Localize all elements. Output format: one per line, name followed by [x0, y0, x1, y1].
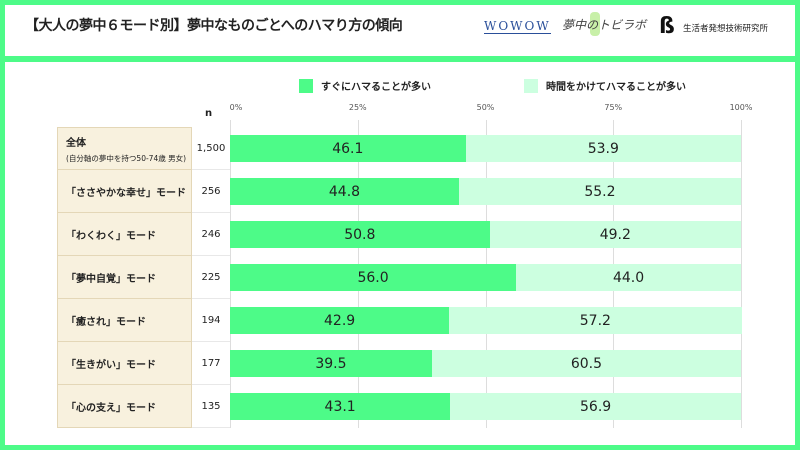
chart-row: 「わくわく」モード 246 50.8 49.2 [57, 213, 742, 256]
bar-quick: 50.8 [230, 221, 490, 248]
bar-value-label: 53.9 [587, 140, 619, 157]
legend-label: すぐにハマることが多い [321, 82, 431, 93]
bar-quick: 42.9 [230, 307, 450, 334]
bar-quick: 43.1 [230, 393, 451, 420]
tick-label: 75% [604, 103, 623, 112]
bar-value-label: 60.5 [570, 355, 602, 372]
tick-label: 25% [348, 103, 367, 112]
n-header: n [205, 108, 213, 119]
chart-row: 「ささやかな幸せ」モード 256 44.8 55.2 [57, 170, 742, 213]
bar-quick: 56.0 [230, 264, 517, 291]
category-name: 「癒され」モード [66, 316, 146, 328]
bar-value-label: 44.0 [612, 269, 645, 286]
bar-slow: 56.9 [450, 393, 741, 420]
bar-value-label: 57.2 [579, 312, 611, 329]
chart-row: 「生きがい」モード 177 39.5 60.5 [57, 342, 742, 385]
category-name: 「生きがい」モード [66, 359, 156, 371]
category-label: 「夢中自覚」モード [57, 256, 192, 299]
bar-value-label: 44.8 [328, 183, 361, 200]
category-label: 「ささやかな幸せ」モード [57, 170, 192, 213]
bar-value-label: 50.8 [344, 226, 376, 243]
bar-slow: 55.2 [458, 178, 741, 205]
bar-slow: 49.2 [489, 221, 741, 248]
sample-size: 256 [192, 170, 230, 213]
bar-value-label: 55.2 [584, 183, 616, 200]
sample-size: 225 [192, 256, 230, 299]
sample-size: 1,500 [192, 127, 230, 170]
institute-logo: 生活者発想技術研究所 [683, 24, 769, 34]
tick-label: 100% [729, 103, 753, 112]
bar-quick: 44.8 [230, 178, 459, 205]
bar-slow: 44.0 [516, 264, 741, 291]
category-label: 「心の支え」モード [57, 385, 192, 428]
bar-value-label: 46.1 [332, 140, 364, 157]
chart-row: 「夢中自覚」モード 225 56.0 44.0 [57, 256, 742, 299]
sample-size: 246 [192, 213, 230, 256]
gridline [741, 120, 742, 428]
legend-swatch-quick [299, 78, 313, 93]
bar-value-label: 42.9 [324, 312, 356, 329]
page-title: 【大人の夢中６モード別】夢中なものごとへのハマり方の傾向 [25, 18, 403, 34]
category-name: 全体 [66, 137, 86, 149]
legend-slow: 時間をかけてハマることが多い [524, 78, 686, 93]
chart-row: 「癒され」モード 194 42.9 57.2 [57, 299, 742, 342]
tobilabo-logo: 夢中のトビラボ [562, 18, 647, 32]
bar-slow: 53.9 [465, 135, 741, 162]
header [5, 5, 795, 56]
legend-quick: すぐにハマることが多い [299, 78, 431, 93]
category-name: 「わくわく」モード [66, 230, 156, 242]
category-sub: (自分軸の夢中を持つ50-74歳 男女) [66, 153, 187, 163]
tick-label: 50% [476, 103, 495, 112]
category-label: 「生きがい」モード [57, 342, 192, 385]
bar-value-label: 56.0 [357, 269, 389, 286]
bar-slow: 57.2 [449, 307, 742, 334]
bar-quick: 46.1 [230, 135, 466, 162]
category-label: 全体 (自分軸の夢中を持つ50-74歳 男女) [57, 127, 192, 170]
bar-value-label: 49.2 [599, 226, 631, 243]
bar-value-label: 43.1 [324, 398, 356, 415]
legend-label: 時間をかけてハマることが多い [546, 82, 686, 93]
sample-size: 177 [192, 342, 230, 385]
sample-size: 194 [192, 299, 230, 342]
bar-value-label: 39.5 [315, 355, 347, 372]
lab-logo-mark [590, 12, 600, 36]
bar-slow: 60.5 [431, 350, 741, 377]
bar-quick: 39.5 [230, 350, 432, 377]
legend-swatch-slow [524, 78, 538, 93]
chart-row: 全体 (自分軸の夢中を持つ50-74歳 男女) 1,500 46.1 53.9 [57, 127, 742, 170]
chart-row: 「心の支え」モード 135 43.1 56.9 [57, 385, 742, 428]
category-name: 「心の支え」モード [66, 402, 156, 414]
category-name: 「夢中自覚」モード [66, 273, 156, 285]
hakuhodo-logo-mark: ß [659, 14, 675, 39]
category-name: 「ささやかな幸せ」モード [66, 187, 186, 199]
bar-value-label: 56.9 [580, 398, 612, 415]
sample-size: 135 [192, 385, 230, 428]
category-label: 「癒され」モード [57, 299, 192, 342]
category-label: 「わくわく」モード [57, 213, 192, 256]
wowow-logo: WOWOW [484, 19, 551, 34]
tick-label: 0% [229, 103, 243, 112]
